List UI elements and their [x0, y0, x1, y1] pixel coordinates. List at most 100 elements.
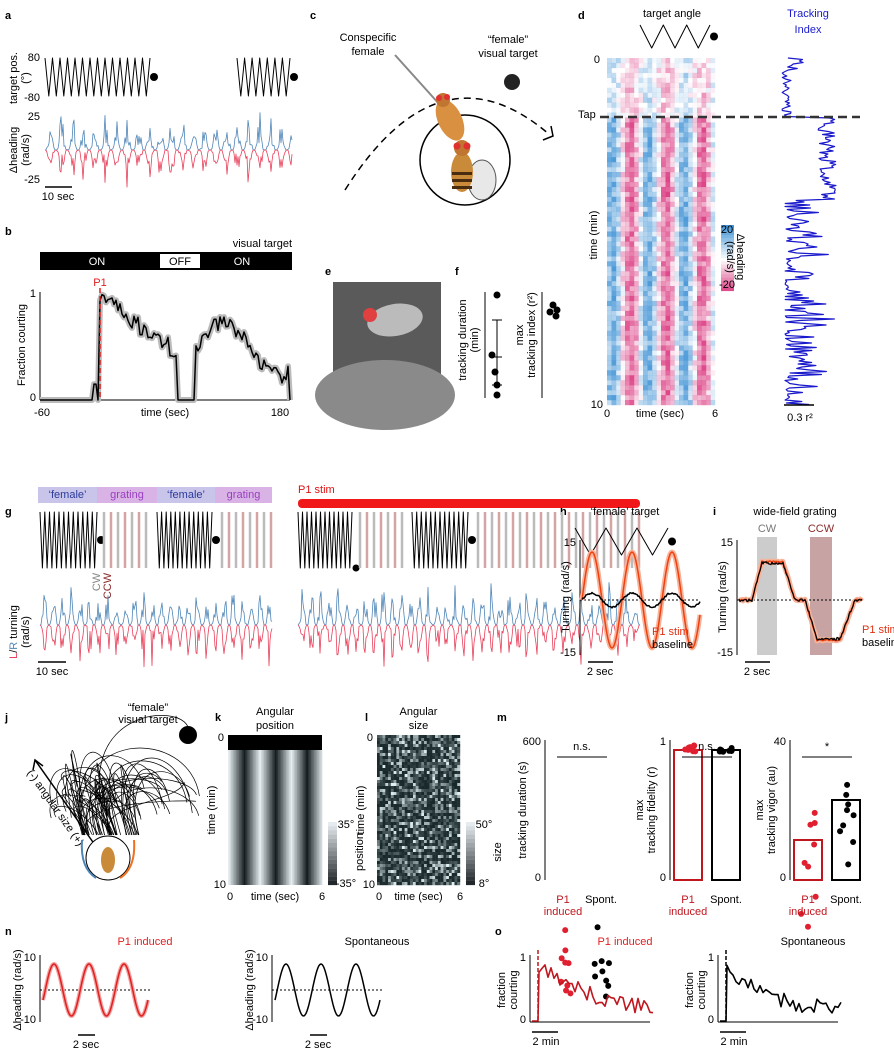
heatmap-cell [706, 246, 711, 252]
size-cell [407, 882, 411, 886]
size-cell [443, 765, 447, 769]
heatmap-cell [611, 112, 617, 118]
label: P1 [556, 894, 569, 906]
size-cell [457, 783, 461, 787]
size-cell [396, 738, 400, 742]
size-cell [390, 816, 394, 820]
size-cell [388, 774, 392, 778]
heatmap-cell [625, 221, 630, 227]
size-cell [446, 843, 450, 847]
size-cell [396, 807, 400, 811]
size-cell [440, 795, 444, 799]
label: 6 [319, 891, 325, 903]
position-stripe [259, 750, 262, 885]
heatmap-cell [674, 320, 680, 326]
heatmap-cell [706, 266, 711, 272]
size-cell [399, 792, 403, 796]
heatmap-cell [701, 355, 707, 361]
heatmap-cell [607, 360, 612, 366]
size-cell [424, 747, 427, 751]
heatmap-cell [661, 196, 666, 202]
size-cell [424, 801, 427, 805]
heatmap-cell [620, 251, 626, 257]
heatmap-cell [634, 320, 639, 326]
position-stripe [232, 750, 235, 885]
size-cell [451, 789, 455, 793]
heatmap-cell [692, 335, 698, 341]
heatmap-cell [697, 152, 702, 158]
heatmap-cell [620, 226, 626, 232]
size-cell [448, 810, 452, 814]
size-cell [435, 837, 439, 841]
heatmap-cell [674, 241, 680, 247]
size-cell [401, 795, 405, 799]
heatmap-cell [634, 286, 639, 292]
heatmap-cell [692, 191, 698, 197]
size-cell [382, 747, 386, 751]
tether [394, 54, 441, 106]
heatmap-cell [670, 400, 675, 406]
heatmap-cell [706, 97, 711, 103]
size-cell [424, 762, 427, 766]
heatmap-cell [639, 103, 644, 108]
heatmap-cell [652, 360, 657, 366]
heatmap-cell [616, 380, 621, 386]
heatmap-cell [616, 196, 621, 202]
heatmap-cell [652, 58, 657, 64]
heatmap-cell [688, 201, 693, 207]
heatmap-cell [634, 305, 639, 312]
size-cell [377, 792, 380, 796]
heatmap-cell [616, 221, 621, 227]
size-cell [443, 789, 447, 793]
size-cell [396, 870, 400, 874]
size-cell [390, 882, 394, 886]
heatmap-cell [634, 112, 639, 118]
size-cell [443, 768, 447, 772]
size-cell [437, 882, 441, 886]
heatmap-cell [634, 295, 639, 302]
heatmap-cell [611, 87, 617, 93]
trajectory [109, 791, 141, 836]
size-cell [446, 849, 450, 853]
label: (rad/s) [20, 134, 32, 166]
size-cell [432, 828, 436, 832]
size-cell [435, 735, 439, 739]
heatmap-cell [625, 325, 630, 331]
heatmap-cell [683, 137, 689, 143]
heatmap-cell [652, 241, 657, 247]
heatmap-cell [692, 107, 698, 113]
size-cell [407, 747, 411, 751]
size-cell [418, 867, 422, 871]
heatmap-cell [710, 256, 716, 262]
size-cell [390, 843, 394, 847]
size-cell [410, 762, 414, 766]
heatmap-cell [706, 330, 711, 336]
size-cell [446, 864, 450, 868]
size-cell [437, 783, 441, 787]
size-cell [379, 765, 383, 769]
heatmap-cell [620, 300, 626, 307]
heatmap-cell [661, 251, 666, 257]
size-cell [457, 846, 461, 850]
target-dot [710, 32, 718, 41]
size-cell [451, 834, 455, 838]
heatmap-cell [674, 122, 680, 128]
size-cell [396, 858, 400, 862]
heatmap-cell [692, 370, 698, 376]
size-cell [446, 870, 450, 874]
heatmap-cell [643, 142, 648, 148]
heatmap-cell [674, 310, 680, 316]
heatmap-cell [661, 241, 666, 247]
heatmap-cell [710, 132, 716, 138]
heatmap-cell [670, 157, 675, 163]
size-cell [421, 768, 425, 772]
heatmap-cell [625, 112, 630, 118]
heatmap-cell [643, 231, 648, 237]
heatmap-cell [679, 300, 684, 307]
heatmap-cell [656, 395, 662, 401]
label: Angular [256, 706, 294, 718]
size-cell [451, 867, 455, 871]
size-cell [424, 744, 427, 748]
heatmap-cell [665, 286, 671, 292]
heatmap-cell [661, 231, 666, 237]
